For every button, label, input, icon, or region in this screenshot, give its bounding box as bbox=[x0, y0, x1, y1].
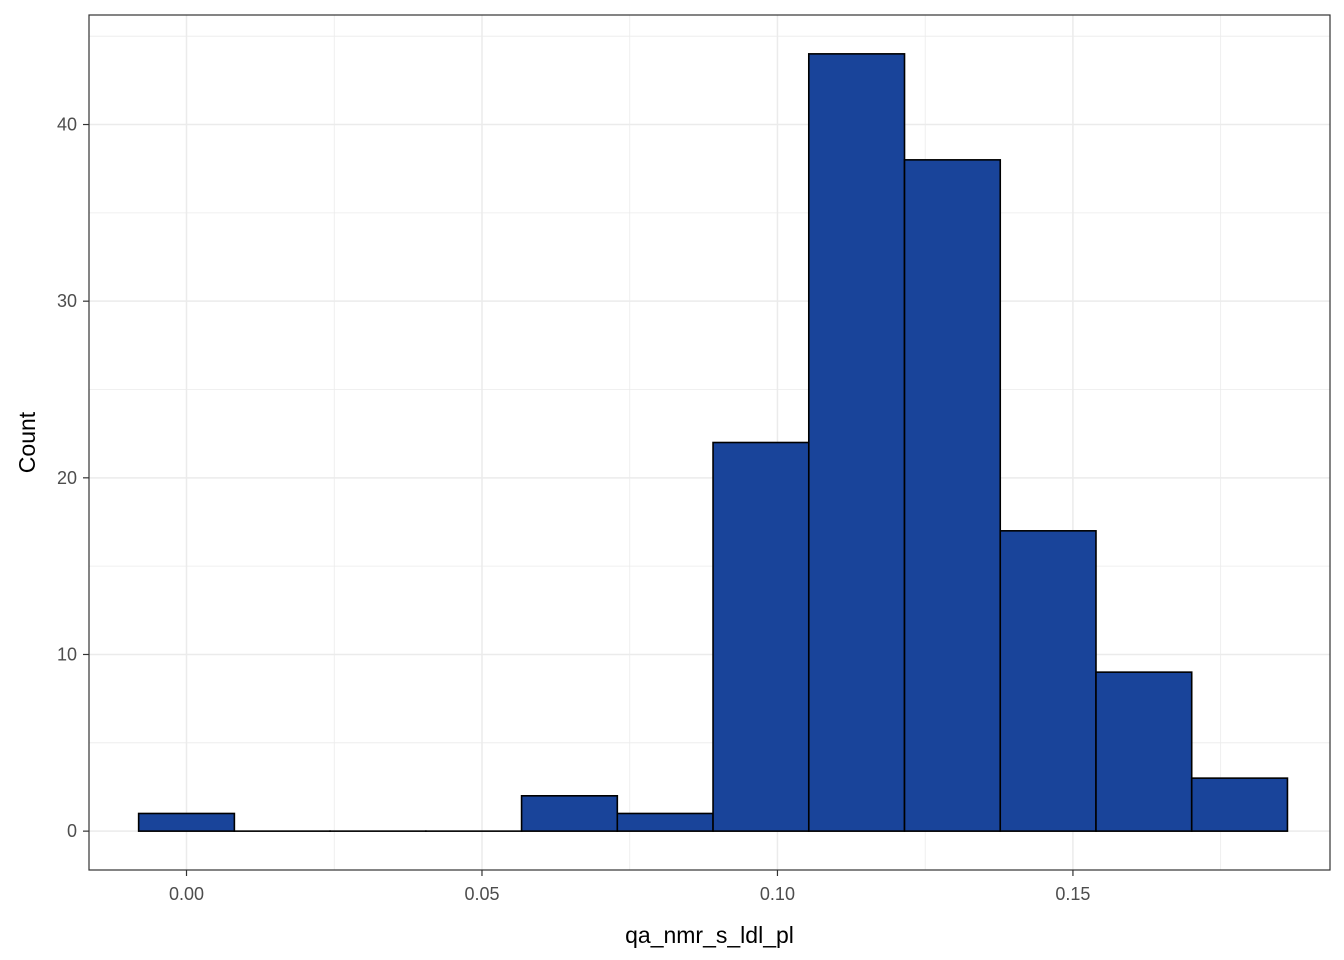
histogram-bar bbox=[999, 530, 1097, 832]
x-axis: 0.00 0.05 0.10 0.15 bbox=[169, 870, 1090, 904]
histogram-bars bbox=[137, 53, 1289, 832]
histogram-bar bbox=[712, 441, 810, 832]
y-tick-label: 20 bbox=[57, 468, 77, 488]
histogram-bar bbox=[616, 812, 714, 832]
x-tick-label: 0.10 bbox=[760, 884, 795, 904]
x-tick-label: 0.05 bbox=[464, 884, 499, 904]
histogram-bar bbox=[903, 159, 1002, 832]
panel-border bbox=[88, 14, 1331, 871]
y-axis: 0 10 20 30 40 bbox=[57, 115, 89, 841]
histogram-bar bbox=[520, 795, 619, 832]
histogram-bar bbox=[1190, 777, 1289, 832]
histogram-bar bbox=[137, 812, 236, 832]
histogram-bar bbox=[1095, 671, 1193, 832]
x-tick-label: 0.15 bbox=[1055, 884, 1090, 904]
histogram-bar bbox=[807, 53, 906, 832]
y-tick-label: 0 bbox=[67, 821, 77, 841]
y-axis-title: Count bbox=[14, 411, 40, 473]
x-tick-label: 0.00 bbox=[169, 884, 204, 904]
y-tick-label: 30 bbox=[57, 291, 77, 311]
y-tick-label: 40 bbox=[57, 115, 77, 135]
y-tick-label: 10 bbox=[57, 644, 77, 664]
x-axis-title: qa_nmr_s_ldl_pl bbox=[625, 922, 794, 948]
